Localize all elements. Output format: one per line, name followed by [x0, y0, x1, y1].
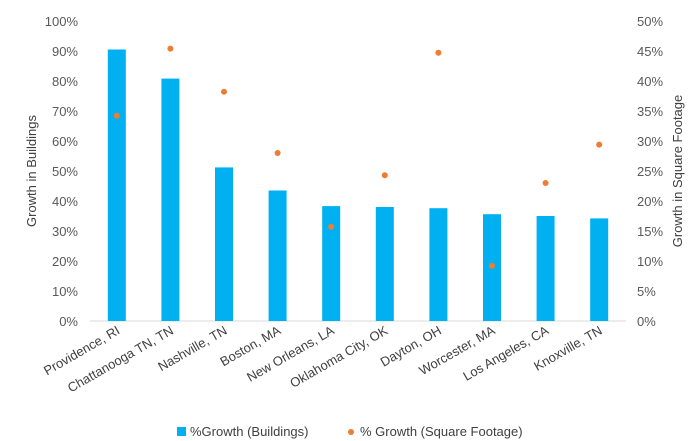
left-tick-label: 70% [52, 104, 78, 119]
bar [375, 207, 394, 321]
scatter-point [113, 112, 120, 119]
scatter-point [274, 150, 281, 156]
category-label: Oklahoma City, OK [287, 322, 390, 390]
left-tick-label: 50% [52, 164, 78, 179]
scatter-point [542, 180, 549, 186]
bar [322, 206, 341, 321]
bar [590, 218, 609, 321]
scatter-point [167, 45, 174, 52]
legend: %Growth (Buildings) % Growth (Square Foo… [177, 424, 523, 439]
bar-series [107, 49, 609, 321]
right-tick-label: 5% [637, 284, 656, 299]
right-tick-label: 35% [637, 104, 663, 119]
left-tick-label: 100% [45, 14, 79, 29]
left-tick-label: 40% [52, 194, 78, 209]
bar [161, 78, 180, 321]
left-tick-label: 10% [52, 284, 78, 299]
left-tick-label: 90% [52, 44, 78, 59]
left-tick-label: 80% [52, 74, 78, 89]
scatter-point [596, 141, 603, 148]
right-tick-label: 40% [637, 74, 663, 89]
right-tick-label: 25% [637, 164, 663, 179]
legend-bar-label: %Growth (Buildings) [190, 424, 309, 439]
y2-axis-title: Growth in Square Footage [670, 95, 685, 247]
right-tick-label: 45% [637, 44, 663, 59]
left-tick-label: 0% [59, 314, 78, 329]
right-tick-label: 0% [637, 314, 656, 329]
right-axis-tick-labels: 0% 5% 10% 15% 20% 25% 30% 35% 40% 45% 50% [637, 14, 663, 329]
scatter-point [489, 262, 495, 269]
scatter-point [328, 223, 335, 230]
left-tick-label: 30% [52, 224, 78, 239]
left-tick-label: 20% [52, 254, 78, 269]
right-tick-label: 20% [637, 194, 663, 209]
scatter-series [113, 45, 603, 269]
scatter-point [381, 172, 388, 179]
bar [429, 208, 448, 321]
right-tick-label: 30% [637, 134, 663, 149]
bar [107, 49, 126, 321]
scatter-point [221, 88, 227, 95]
legend-scatter-swatch [348, 429, 354, 435]
legend-scatter-label: % Growth (Square Footage) [360, 424, 523, 439]
legend-bar-swatch [177, 427, 186, 436]
right-tick-label: 15% [637, 224, 663, 239]
scatter-point [435, 49, 442, 56]
right-tick-label: 10% [637, 254, 663, 269]
bar [215, 167, 233, 321]
left-axis-tick-labels: 0% 10% 20% 30% 40% 50% 60% 70% 80% 90% 100% [45, 14, 79, 329]
bar [536, 216, 555, 321]
bar [268, 190, 287, 321]
y-axis-title: Growth in Buildings [24, 115, 39, 227]
right-tick-label: 50% [637, 14, 663, 29]
left-tick-label: 60% [52, 134, 78, 149]
